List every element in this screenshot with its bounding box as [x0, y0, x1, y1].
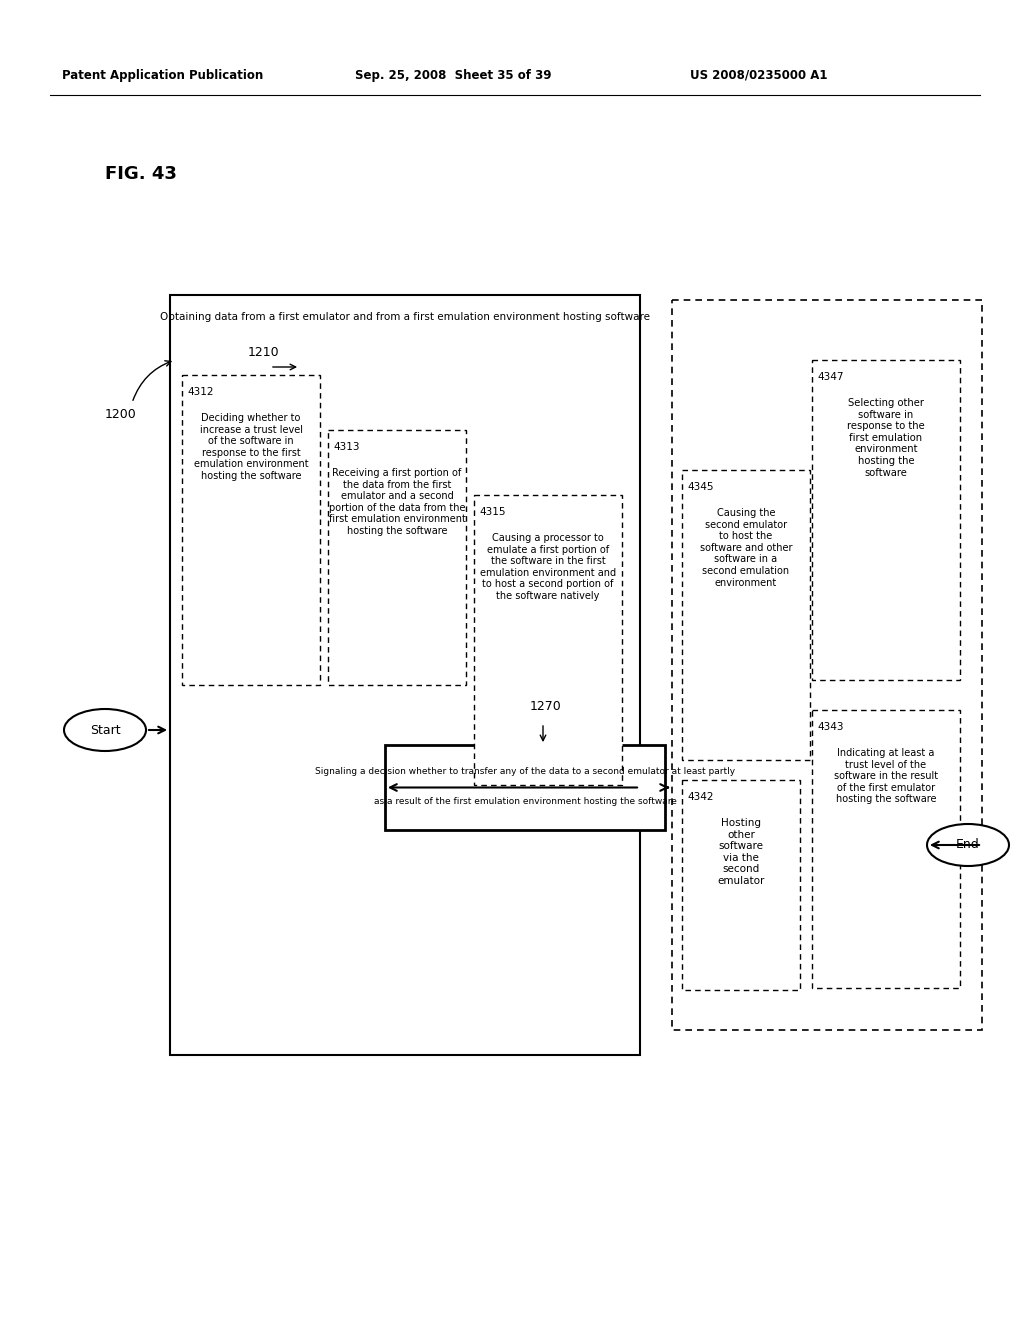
Text: Receiving a first portion of
the data from the first
emulator and a second
porti: Receiving a first portion of the data fr…	[329, 469, 466, 536]
Text: 4312: 4312	[187, 387, 213, 397]
Bar	[812, 710, 961, 987]
Bar	[682, 780, 800, 990]
Text: Indicating at least a
trust level of the
software in the result
of the first emu: Indicating at least a trust level of the…	[834, 748, 938, 804]
Text: Patent Application Publication: Patent Application Publication	[62, 69, 263, 82]
Text: Signaling a decision whether to transfer any of the data to a second emulator at: Signaling a decision whether to transfer…	[315, 767, 735, 776]
Bar	[328, 430, 466, 685]
Text: Obtaining data from a first emulator and from a first emulation environment host: Obtaining data from a first emulator and…	[160, 312, 650, 322]
Text: 4315: 4315	[479, 507, 506, 517]
Text: 1200: 1200	[105, 408, 137, 421]
Text: Sep. 25, 2008  Sheet 35 of 39: Sep. 25, 2008 Sheet 35 of 39	[355, 69, 552, 82]
Bar	[182, 375, 319, 685]
Bar	[682, 470, 810, 760]
Text: Selecting other
software in
response to the
first emulation
environment
hosting : Selecting other software in response to …	[847, 399, 925, 478]
Text: 4347: 4347	[817, 372, 844, 381]
Text: Causing the
second emulator
to host the
software and other
software in a
second : Causing the second emulator to host the …	[699, 508, 793, 587]
Text: 4343: 4343	[817, 722, 844, 733]
Text: End: End	[956, 838, 980, 851]
Bar	[170, 294, 640, 1055]
Bar	[672, 300, 982, 1030]
Text: 1270: 1270	[530, 701, 562, 714]
Ellipse shape	[63, 709, 146, 751]
Bar	[474, 495, 622, 785]
Text: 4342: 4342	[687, 792, 714, 803]
Text: Causing a processor to
emulate a first portion of
the software in the first
emul: Causing a processor to emulate a first p…	[480, 533, 616, 601]
Bar	[812, 360, 961, 680]
Text: as a result of the first emulation environment hosting the software: as a result of the first emulation envir…	[374, 797, 677, 807]
Text: 4313: 4313	[333, 442, 359, 451]
Text: US 2008/0235000 A1: US 2008/0235000 A1	[690, 69, 827, 82]
Ellipse shape	[927, 824, 1009, 866]
Text: Hosting
other
software
via the
second
emulator: Hosting other software via the second em…	[718, 818, 765, 886]
Text: Start: Start	[90, 723, 120, 737]
Bar	[385, 744, 665, 830]
Text: FIG. 43: FIG. 43	[105, 165, 177, 183]
Text: Deciding whether to
increase a trust level
of the software in
response to the fi: Deciding whether to increase a trust lev…	[194, 413, 308, 480]
Text: 4345: 4345	[687, 482, 714, 492]
Text: 1210: 1210	[248, 346, 280, 359]
